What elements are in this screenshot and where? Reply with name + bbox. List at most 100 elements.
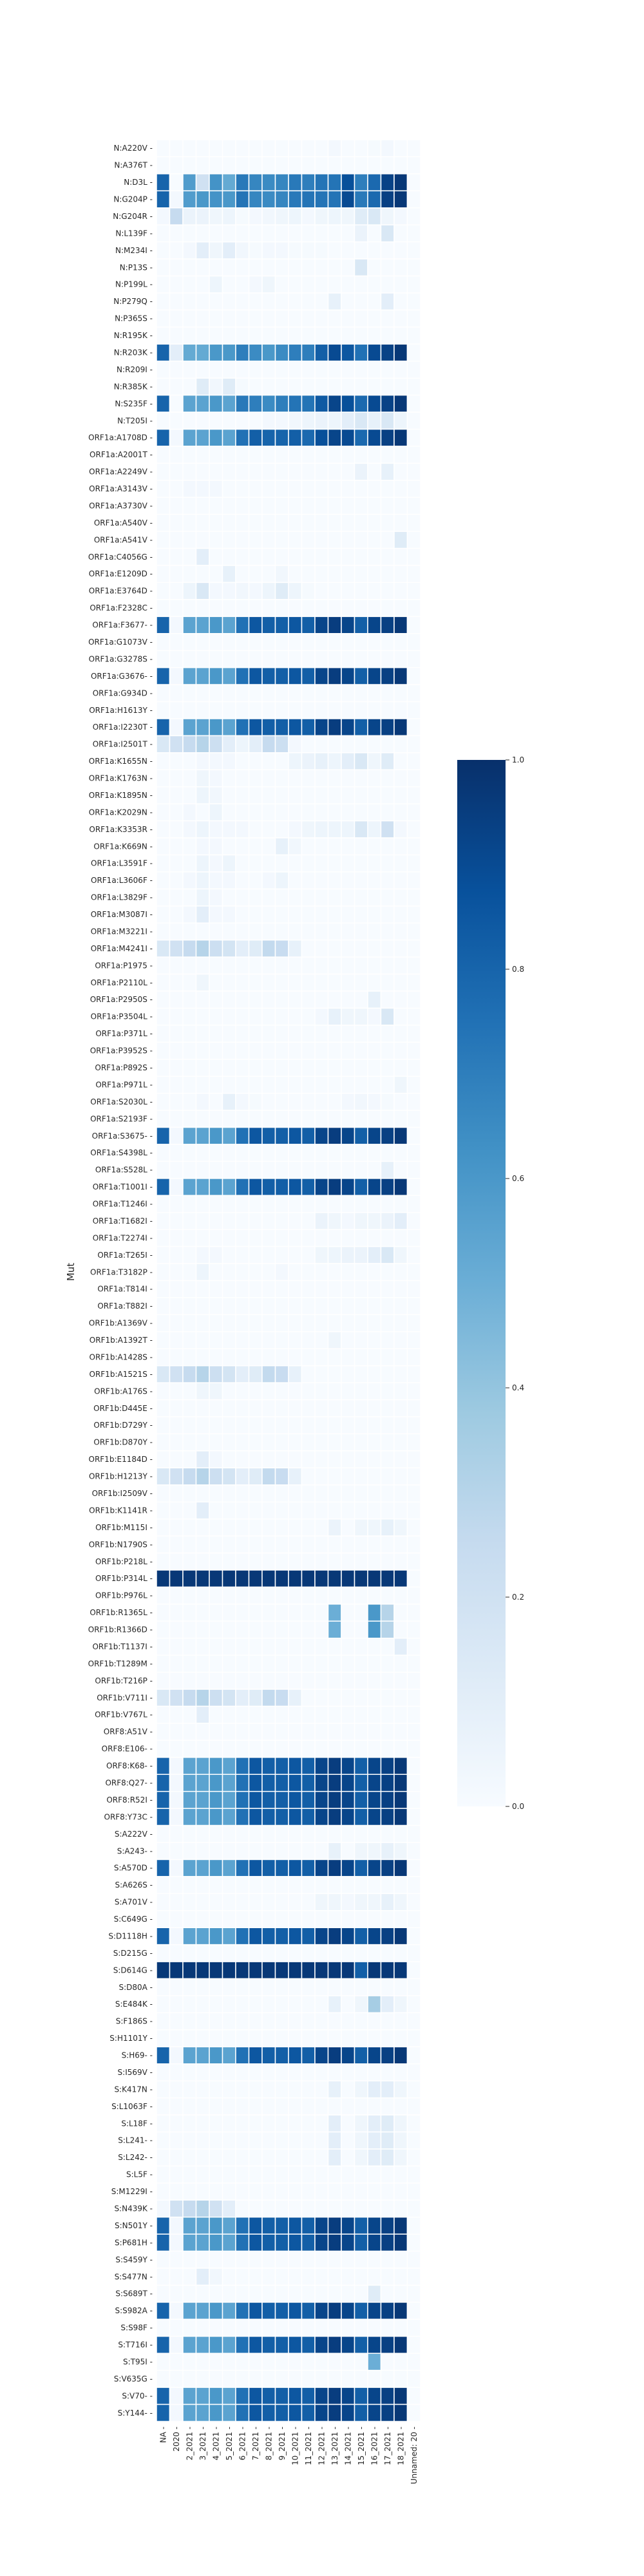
heatmap-cell bbox=[235, 786, 250, 804]
heatmap-cell bbox=[341, 412, 355, 430]
heatmap-cell bbox=[354, 1059, 368, 1077]
heatmap-cell bbox=[354, 1910, 368, 1928]
heatmap-cell bbox=[248, 786, 263, 804]
heatmap-cell bbox=[327, 1535, 342, 1554]
heatmap-cell bbox=[169, 2387, 184, 2405]
heatmap-cell bbox=[274, 1331, 289, 1350]
heatmap-cell bbox=[209, 718, 223, 737]
heatmap-cell bbox=[327, 1160, 342, 1179]
heatmap-cell bbox=[235, 871, 250, 890]
heatmap-cell bbox=[301, 1229, 316, 1247]
heatmap-cell bbox=[380, 1944, 395, 1962]
heatmap-cell bbox=[169, 667, 184, 685]
heatmap-cell bbox=[248, 2046, 263, 2065]
heatmap-cell bbox=[301, 2318, 316, 2337]
heatmap-cell bbox=[314, 327, 329, 345]
heatmap-cell bbox=[393, 684, 408, 703]
heatmap-cell bbox=[367, 1552, 382, 1571]
heatmap-cell bbox=[209, 1859, 223, 1877]
heatmap-cell bbox=[380, 1399, 395, 1417]
heatmap-cell bbox=[406, 1552, 421, 1571]
heatmap-cell bbox=[182, 2183, 197, 2201]
heatmap-cell bbox=[327, 1025, 342, 1043]
heatmap-cell bbox=[261, 599, 276, 618]
heatmap-cell bbox=[182, 667, 197, 685]
heatmap-cell bbox=[195, 769, 210, 788]
heatmap-cell bbox=[288, 412, 303, 430]
heatmap-cell bbox=[169, 1995, 184, 2014]
heatmap-cell bbox=[195, 854, 210, 873]
heatmap-cell bbox=[261, 1433, 276, 1452]
heatmap-cell bbox=[274, 1774, 289, 1792]
heatmap-cell bbox=[288, 752, 303, 771]
heatmap-cell bbox=[301, 343, 316, 362]
heatmap-cell bbox=[209, 701, 223, 719]
heatmap-cell bbox=[341, 1178, 355, 1197]
heatmap-cell bbox=[301, 1365, 316, 1383]
heatmap-cell bbox=[274, 446, 289, 464]
heatmap-cell bbox=[288, 547, 303, 566]
heatmap-cell bbox=[341, 428, 355, 447]
heatmap-cell bbox=[195, 462, 210, 481]
heatmap-cell bbox=[182, 2284, 197, 2303]
heatmap-cell bbox=[274, 854, 289, 873]
heatmap-cell bbox=[288, 1671, 303, 1690]
heatmap-cell bbox=[354, 2063, 368, 2081]
heatmap-cell bbox=[235, 1263, 250, 1282]
heatmap-cell bbox=[367, 1007, 382, 1026]
heatmap-cell bbox=[406, 1484, 421, 1502]
heatmap-cell bbox=[288, 582, 303, 600]
y-tick-label: N:P13S - bbox=[120, 263, 153, 272]
heatmap-cell bbox=[169, 1399, 184, 1417]
heatmap-cell bbox=[314, 786, 329, 804]
heatmap-cell bbox=[222, 1859, 236, 1877]
heatmap-cell bbox=[248, 1774, 263, 1792]
heatmap-cell bbox=[380, 1723, 395, 1741]
heatmap-cell bbox=[235, 1160, 250, 1179]
heatmap-cell bbox=[156, 905, 171, 924]
heatmap-cell bbox=[380, 1331, 395, 1350]
heatmap-cell bbox=[248, 1211, 263, 1230]
heatmap-cell bbox=[314, 412, 329, 430]
heatmap-cell bbox=[354, 667, 368, 685]
heatmap-cell bbox=[367, 565, 382, 583]
heatmap-cell bbox=[195, 701, 210, 719]
heatmap-cell bbox=[222, 207, 236, 225]
heatmap-cell bbox=[182, 820, 197, 838]
heatmap-cell bbox=[341, 888, 355, 907]
heatmap-cell bbox=[222, 1535, 236, 1554]
heatmap-cell bbox=[341, 905, 355, 924]
heatmap-cell bbox=[195, 1059, 210, 1077]
heatmap-cell bbox=[288, 837, 303, 856]
heatmap-cell bbox=[301, 1790, 316, 1809]
heatmap-cell bbox=[406, 1774, 421, 1792]
heatmap-cell bbox=[406, 2029, 421, 2048]
heatmap-cell bbox=[354, 173, 368, 192]
heatmap-cell bbox=[156, 2131, 171, 2150]
heatmap-cell bbox=[367, 922, 382, 941]
heatmap-cell bbox=[169, 1178, 184, 1197]
heatmap-cell bbox=[156, 769, 171, 788]
heatmap-cell bbox=[354, 1348, 368, 1367]
heatmap-cell bbox=[380, 650, 395, 668]
heatmap-cell bbox=[406, 1416, 421, 1435]
heatmap-cell bbox=[341, 2183, 355, 2201]
heatmap-cell bbox=[341, 1382, 355, 1401]
heatmap-cell bbox=[354, 582, 368, 600]
heatmap-cell bbox=[182, 1927, 197, 1946]
heatmap-cell bbox=[327, 2199, 342, 2218]
heatmap-cell bbox=[274, 360, 289, 379]
heatmap-cell bbox=[341, 939, 355, 958]
heatmap-cell bbox=[209, 1007, 223, 1026]
heatmap-cell bbox=[380, 2080, 395, 2099]
heatmap-cell bbox=[367, 769, 382, 788]
heatmap-cell bbox=[367, 1450, 382, 1469]
heatmap-cell bbox=[314, 939, 329, 958]
heatmap-cell bbox=[406, 241, 421, 260]
heatmap-cell bbox=[341, 1638, 355, 1656]
heatmap-cell bbox=[169, 1586, 184, 1605]
heatmap-cell bbox=[274, 1178, 289, 1197]
heatmap-cell bbox=[393, 1842, 408, 1861]
y-tick-label: S:E484K - bbox=[115, 2000, 153, 2009]
heatmap-cell bbox=[406, 1978, 421, 1996]
